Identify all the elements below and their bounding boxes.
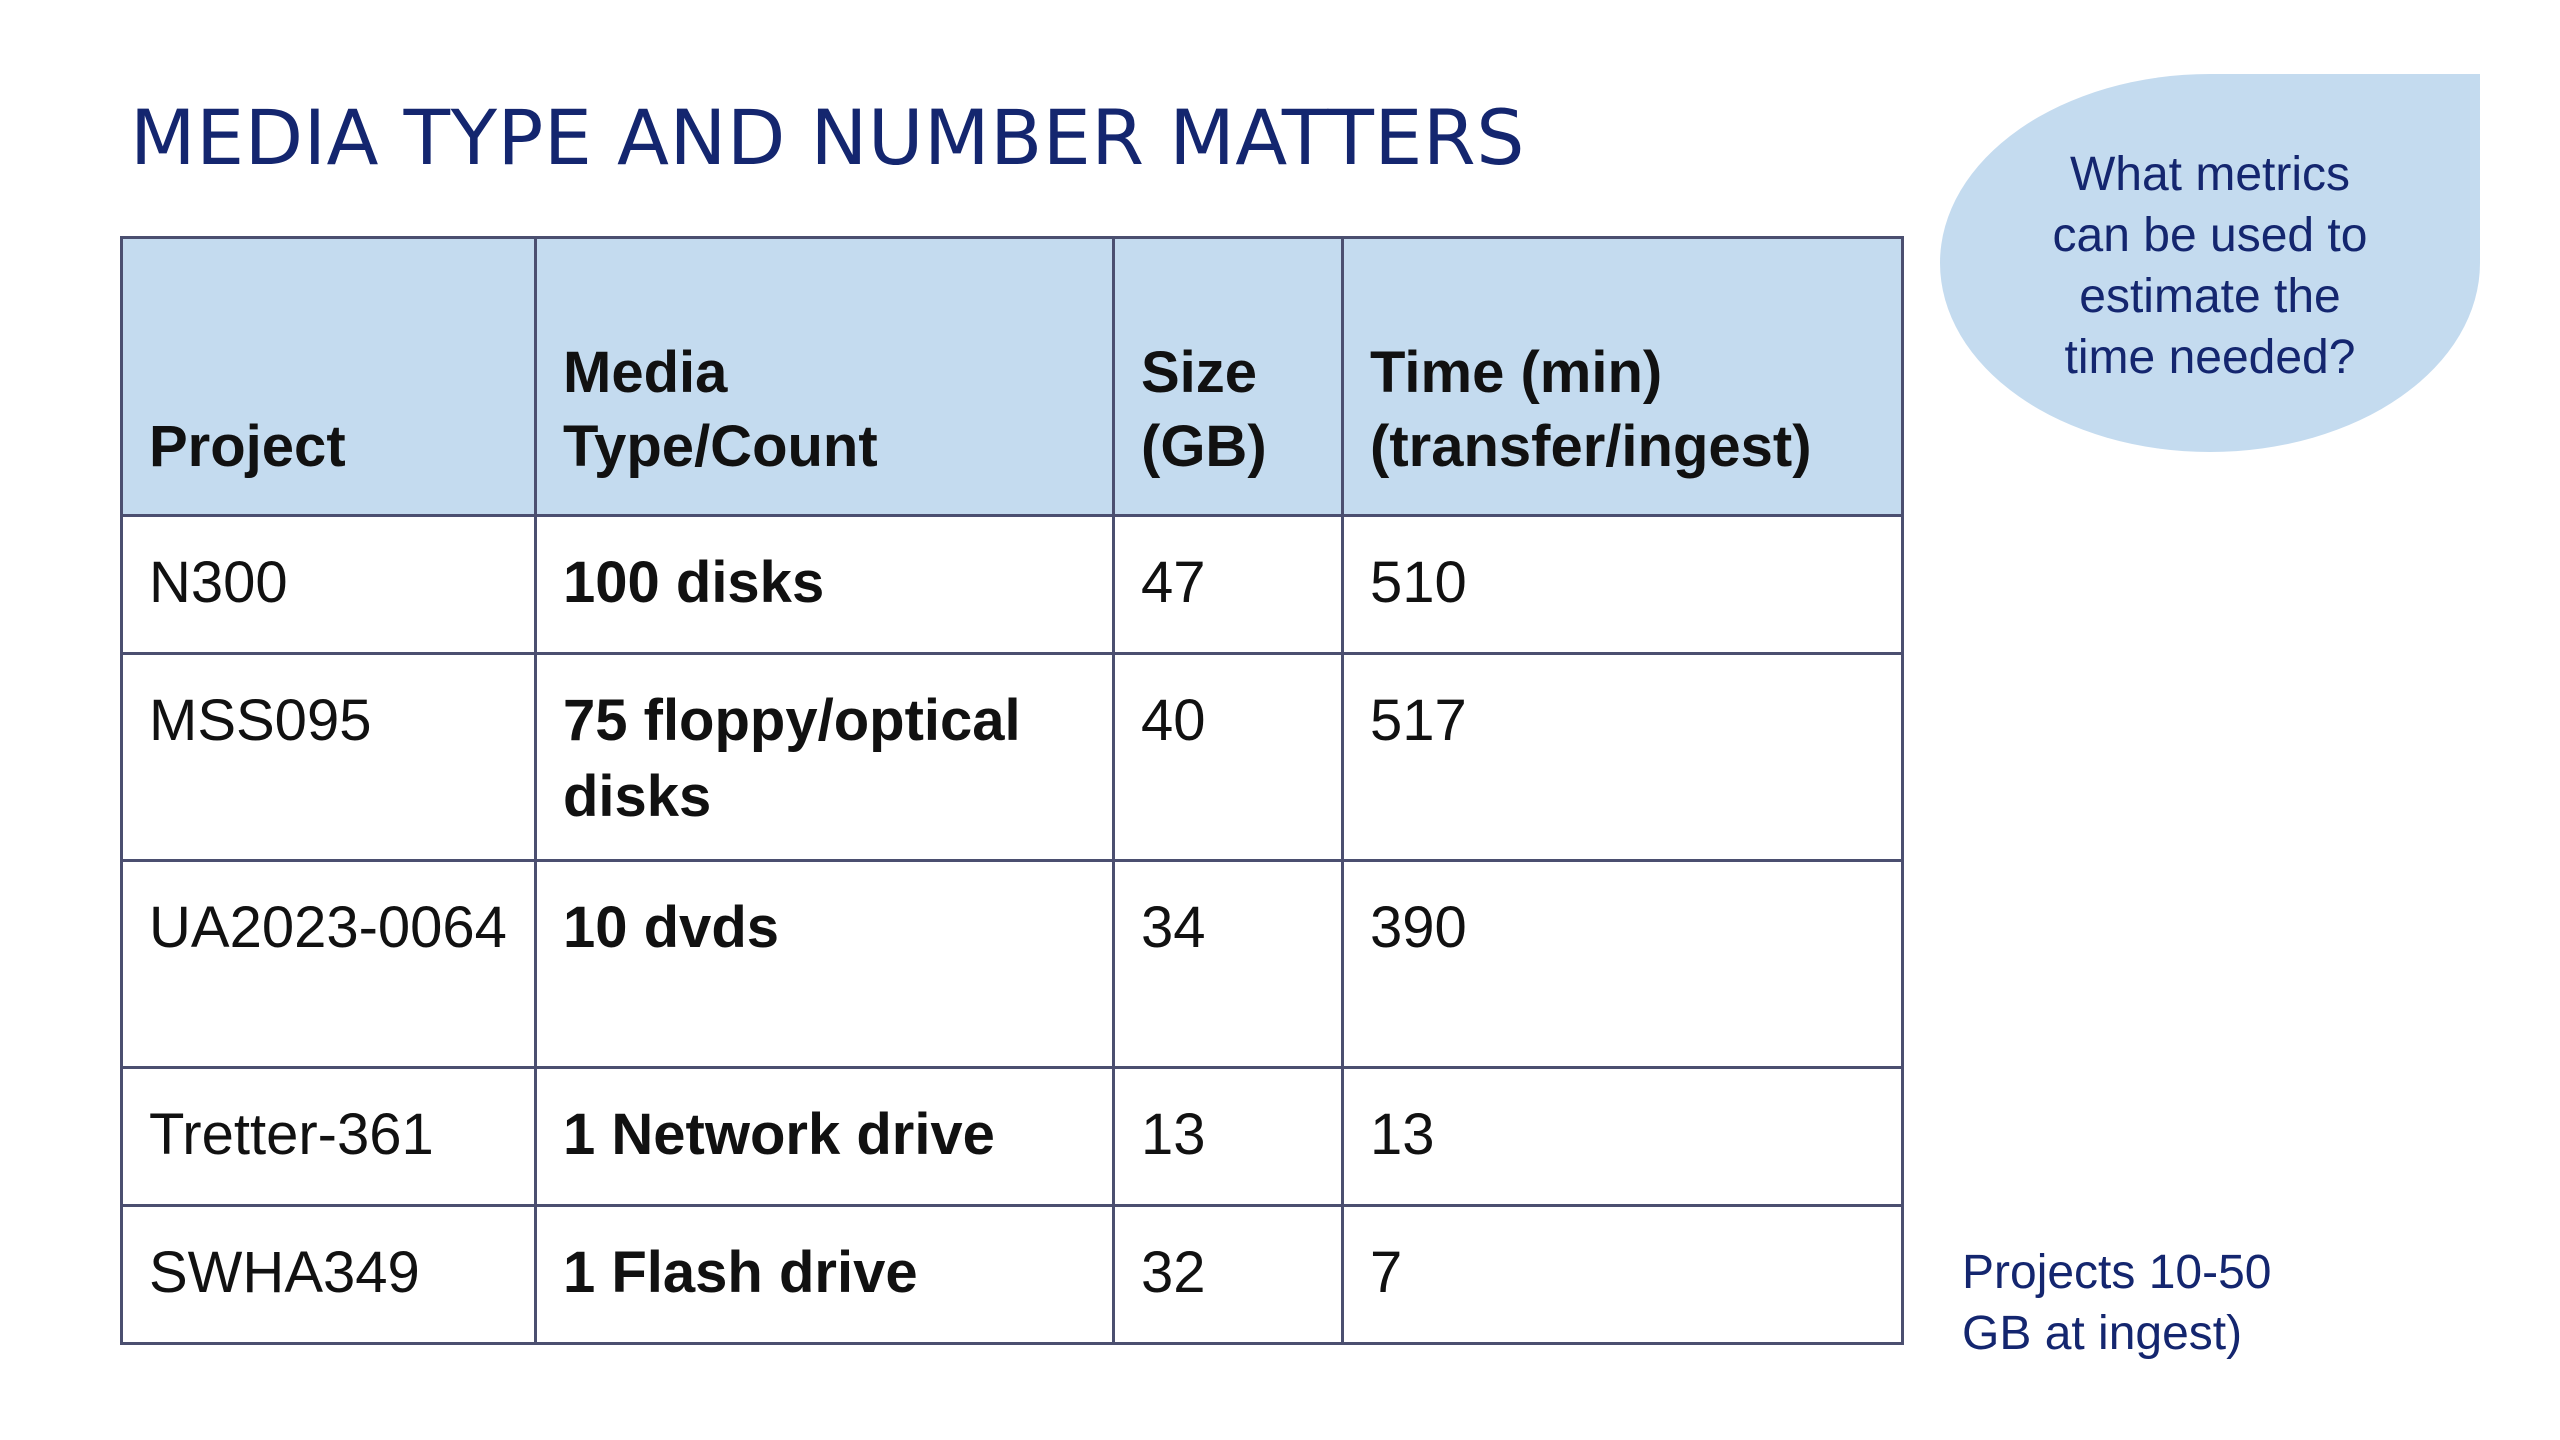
header-time-line1: Time (min) — [1370, 339, 1663, 405]
question-callout: What metrics can be used to estimate the… — [1940, 74, 2480, 452]
header-size: Size (GB) — [1112, 236, 1344, 517]
callout-line: estimate the — [2079, 270, 2341, 323]
cell-media: 75 floppy/optical disks — [534, 652, 1115, 862]
table-row: MSS095 75 floppy/optical disks 40 517 — [120, 652, 1904, 862]
cell-project: MSS095 — [120, 652, 537, 862]
cell-time: 510 — [1341, 514, 1904, 655]
cell-size: 40 — [1112, 652, 1344, 862]
note-line: GB at ingest) — [1962, 1307, 2243, 1360]
cell-project: Tretter-361 — [120, 1066, 537, 1207]
cell-project: UA2023-0064 — [120, 859, 537, 1069]
cell-size: 32 — [1112, 1204, 1344, 1345]
header-project-label: Project — [149, 413, 346, 479]
projects-note: Projects 10-50 GB at ingest) — [1962, 1242, 2342, 1364]
cell-project: SWHA349 — [120, 1204, 537, 1345]
header-media-type-count: Media Type/Count — [534, 236, 1115, 517]
cell-time: 390 — [1341, 859, 1904, 1069]
cell-time: 13 — [1341, 1066, 1904, 1207]
table-row: SWHA349 1 Flash drive 32 7 — [120, 1204, 1904, 1345]
cell-media: 10 dvds — [534, 859, 1115, 1069]
header-size-line1: Size — [1141, 339, 1258, 405]
cell-media: 1 Flash drive — [534, 1204, 1115, 1345]
header-time-line2: (transfer/ingest) — [1370, 413, 1812, 479]
table-row: UA2023-0064 10 dvds 34 390 — [120, 859, 1904, 1069]
header-size-line2: (GB) — [1141, 413, 1267, 479]
header-media-line1: Media — [563, 339, 728, 405]
cell-size: 47 — [1112, 514, 1344, 655]
callout-line: time needed? — [2064, 331, 2356, 384]
cell-time: 7 — [1341, 1204, 1904, 1345]
callout-line: What metrics — [2069, 148, 2351, 201]
cell-time: 517 — [1341, 652, 1904, 862]
cell-media: 100 disks — [534, 514, 1115, 655]
cell-size: 13 — [1112, 1066, 1344, 1207]
table-row: N300 100 disks 47 510 — [120, 514, 1904, 655]
table-row: Tretter-361 1 Network drive 13 13 — [120, 1066, 1904, 1207]
slide-title: MEDIA TYPE AND NUMBER MATTERS — [130, 93, 1525, 182]
callout-text: What metrics can be used to estimate the… — [1940, 144, 2480, 388]
cell-size: 34 — [1112, 859, 1344, 1069]
header-project: Project — [120, 236, 537, 517]
cell-project: N300 — [120, 514, 537, 655]
note-line: Projects 10-50 — [1962, 1246, 2272, 1299]
cell-media: 1 Network drive — [534, 1066, 1115, 1207]
header-media-line2: Type/Count — [563, 413, 878, 479]
callout-line: can be used to — [2052, 209, 2368, 262]
media-table: Project Media Type/Count Size (GB) Time … — [120, 236, 1904, 1345]
header-time: Time (min) (transfer/ingest) — [1341, 236, 1904, 517]
table-header-row: Project Media Type/Count Size (GB) Time … — [120, 236, 1904, 517]
